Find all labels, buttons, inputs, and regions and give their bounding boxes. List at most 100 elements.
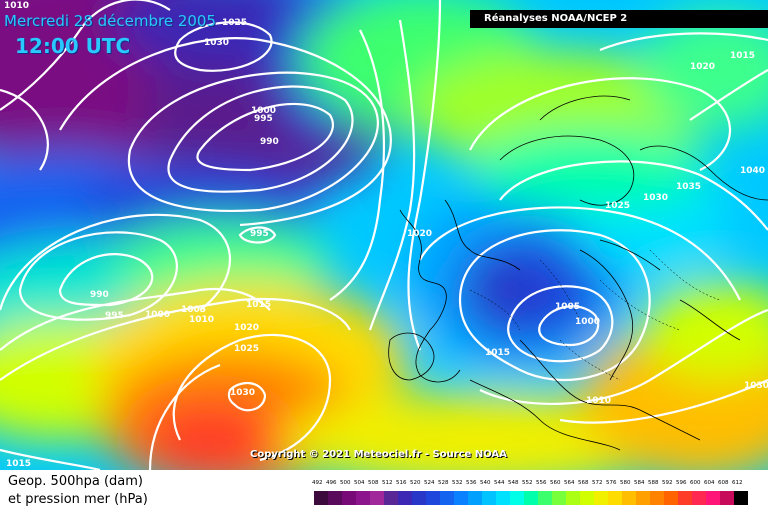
color-scale-swatch bbox=[482, 491, 496, 505]
pressure-label: 1010 bbox=[189, 315, 214, 325]
copyright-text: Copyright © 2021 Meteociel.fr - Source N… bbox=[250, 449, 507, 460]
date-label: Mercredi 28 décembre 2005 bbox=[4, 12, 216, 30]
weather-map: 1010 1025 1030 1000 995 990 1020 1015 10… bbox=[0, 0, 768, 470]
color-scale-swatch bbox=[594, 491, 608, 505]
pressure-label: 1020 bbox=[690, 62, 715, 72]
color-scale-swatch bbox=[622, 491, 636, 505]
color-scale-swatch bbox=[426, 491, 440, 505]
time-label: 12:00 UTC bbox=[15, 34, 131, 58]
pressure-label: 1000 bbox=[251, 106, 276, 116]
color-scale-swatch bbox=[650, 491, 664, 505]
color-scale-swatch bbox=[370, 491, 384, 505]
legend-tick-label: 564 bbox=[564, 480, 575, 486]
pressure-label: 1040 bbox=[740, 166, 765, 176]
pressure-label: 1030 bbox=[204, 38, 229, 48]
legend-tick-label: 520 bbox=[410, 480, 421, 486]
geopotential-field: 1010 1025 1030 1000 995 990 1020 1015 10… bbox=[0, 0, 768, 470]
pressure-label: 1030 bbox=[744, 381, 768, 391]
color-scale-swatch bbox=[496, 491, 510, 505]
pressure-label: 1015 bbox=[246, 300, 271, 310]
pressure-label: 1010 bbox=[586, 396, 611, 406]
legend-tick-label: 560 bbox=[550, 480, 561, 486]
color-scale-bar bbox=[314, 491, 748, 505]
legend-tick-label: 608 bbox=[718, 480, 729, 486]
color-scale-swatch bbox=[608, 491, 622, 505]
color-scale-swatch bbox=[720, 491, 734, 505]
pressure-label: 1020 bbox=[407, 229, 432, 239]
color-scale-swatch bbox=[552, 491, 566, 505]
pressure-label: 1010 bbox=[4, 1, 29, 11]
color-scale-swatch bbox=[314, 491, 328, 505]
legend-tick-label: 556 bbox=[536, 480, 547, 486]
legend-tick-label: 528 bbox=[438, 480, 449, 486]
color-scale-swatch bbox=[734, 491, 748, 505]
legend-tick-label: 504 bbox=[354, 480, 365, 486]
color-scale-swatch bbox=[524, 491, 538, 505]
source-banner: Réanalyses NOAA/NCEP 2 bbox=[470, 10, 768, 28]
isobar-contours bbox=[0, 0, 768, 470]
color-scale-swatch bbox=[510, 491, 524, 505]
color-scale-swatch bbox=[342, 491, 356, 505]
legend-tick-label: 584 bbox=[634, 480, 645, 486]
pressure-label: 1020 bbox=[234, 323, 259, 333]
pressure-label: 990 bbox=[260, 137, 279, 147]
color-scale-swatch bbox=[664, 491, 678, 505]
legend-tick-label: 500 bbox=[340, 480, 351, 486]
pressure-label: 1015 bbox=[6, 459, 31, 469]
legend-tick-label: 536 bbox=[466, 480, 477, 486]
legend-title-line2: et pression mer (hPa) bbox=[8, 492, 148, 507]
pressure-labels: 1010 1025 1030 1000 995 990 1020 1015 10… bbox=[4, 1, 768, 469]
color-scale-swatch bbox=[328, 491, 342, 505]
color-scale-swatch bbox=[636, 491, 650, 505]
legend-tick-label: 588 bbox=[648, 480, 659, 486]
legend-tick-label: 576 bbox=[606, 480, 617, 486]
legend-tick-label: 580 bbox=[620, 480, 631, 486]
legend-tick-label: 548 bbox=[508, 480, 519, 486]
color-scale-swatch bbox=[580, 491, 594, 505]
legend-tick-label: 572 bbox=[592, 480, 603, 486]
pressure-label: 1015 bbox=[485, 348, 510, 358]
legend-tick-label: 532 bbox=[452, 480, 463, 486]
legend-tick-label: 524 bbox=[424, 480, 435, 486]
pressure-label: 1025 bbox=[605, 201, 630, 211]
color-scale-swatch bbox=[356, 491, 370, 505]
legend-title-line1: Geop. 500hpa (dam) bbox=[8, 474, 143, 489]
legend-tick-label: 492 bbox=[312, 480, 323, 486]
legend-tick-label: 516 bbox=[396, 480, 407, 486]
legend-tick-label: 512 bbox=[382, 480, 393, 486]
legend-tick-label: 612 bbox=[732, 480, 743, 486]
legend-tick-label: 496 bbox=[326, 480, 337, 486]
color-scale-swatch bbox=[398, 491, 412, 505]
legend-tick-label: 604 bbox=[704, 480, 715, 486]
color-scale-swatch bbox=[440, 491, 454, 505]
legend-tick-label: 592 bbox=[662, 480, 673, 486]
legend-tick-label: 600 bbox=[690, 480, 701, 486]
color-scale-swatch bbox=[412, 491, 426, 505]
legend-tick-label: 568 bbox=[578, 480, 589, 486]
color-scale-swatch bbox=[678, 491, 692, 505]
pressure-label: 1000 bbox=[145, 310, 170, 320]
color-scale-swatch bbox=[468, 491, 482, 505]
pressure-label: 995 bbox=[250, 229, 269, 239]
pressure-label: 1015 bbox=[730, 51, 755, 61]
legend-tick-label: 540 bbox=[480, 480, 491, 486]
legend-tick-label: 552 bbox=[522, 480, 533, 486]
pressure-label: 1035 bbox=[676, 182, 701, 192]
legend-tick-label: 544 bbox=[494, 480, 505, 486]
color-scale-swatch bbox=[566, 491, 580, 505]
pressure-label: 995 bbox=[105, 311, 124, 321]
legend-tick-label: 596 bbox=[676, 480, 687, 486]
pressure-label: 1005 bbox=[555, 302, 580, 312]
pressure-label: 1025 bbox=[234, 344, 259, 354]
pressure-label: 990 bbox=[90, 290, 109, 300]
pressure-label: 1030 bbox=[230, 388, 255, 398]
coastlines bbox=[388, 95, 768, 451]
color-scale-swatch bbox=[538, 491, 552, 505]
pressure-label: 1030 bbox=[643, 193, 668, 203]
pressure-label: 995 bbox=[254, 114, 273, 124]
borders bbox=[469, 249, 721, 381]
color-scale-swatch bbox=[692, 491, 706, 505]
color-scale-swatch bbox=[454, 491, 468, 505]
pressure-label: 1000 bbox=[575, 317, 600, 327]
legend-title: Geop. 500hpa (dam) et pression mer (hPa) bbox=[8, 473, 148, 509]
